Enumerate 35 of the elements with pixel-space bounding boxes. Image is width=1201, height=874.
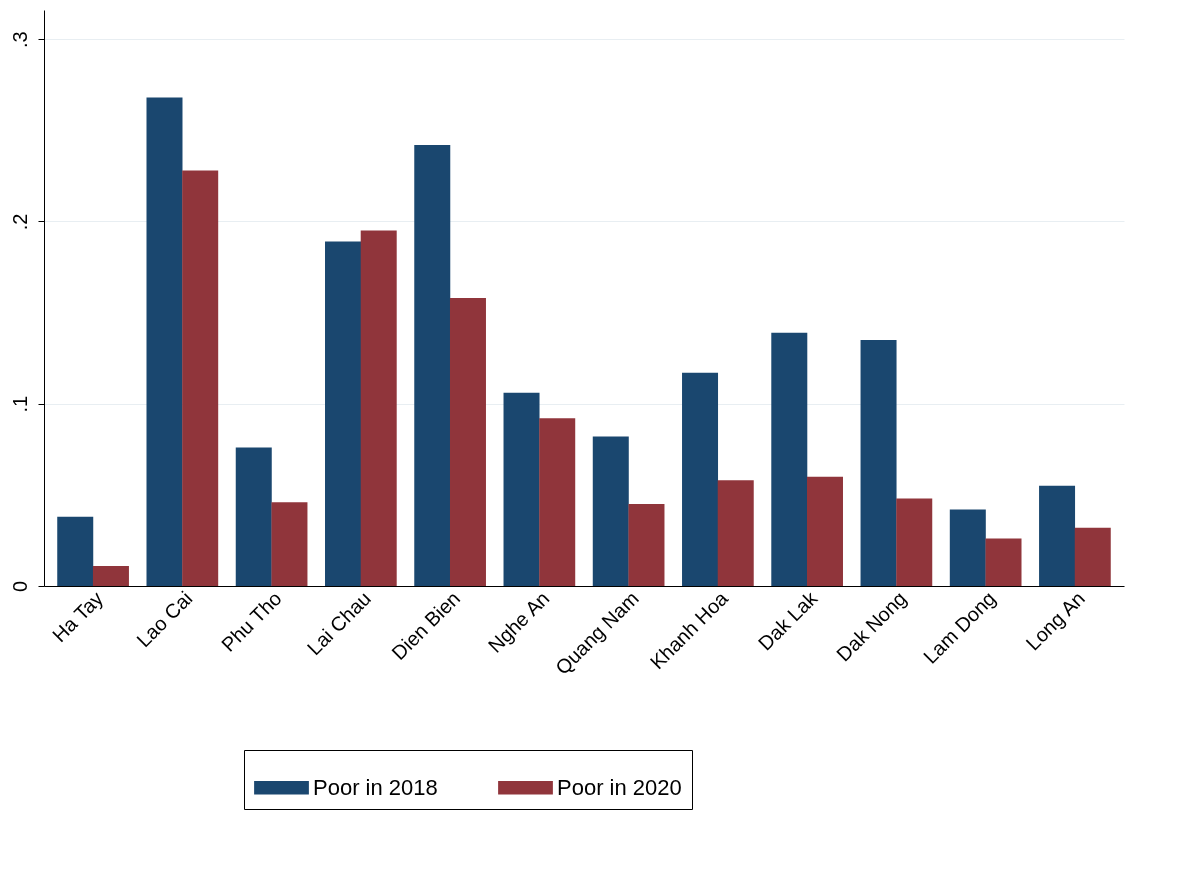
x-tick-label: Dak Lak — [753, 586, 822, 655]
x-tick-label: Dien Bien — [387, 587, 465, 664]
y-tick-label: 0 — [8, 580, 31, 593]
bar — [503, 392, 540, 586]
bar — [628, 503, 665, 586]
legend-label: Poor in 2018 — [313, 774, 438, 800]
bar — [57, 516, 94, 586]
bar — [92, 565, 129, 586]
bar — [360, 230, 397, 586]
y-tick-label: .3 — [8, 31, 31, 49]
bar — [1039, 485, 1076, 586]
bar — [717, 480, 754, 586]
bar — [146, 97, 183, 586]
bar — [771, 332, 808, 586]
x-tick-label: Ha Tay — [47, 587, 108, 647]
y-tick-label: .1 — [8, 395, 31, 413]
bar — [182, 170, 219, 586]
bar — [949, 509, 986, 586]
bar — [896, 498, 933, 586]
legend-label: Poor in 2020 — [557, 774, 682, 800]
bar — [860, 339, 897, 586]
bar — [806, 476, 843, 586]
x-tick-label: Lao Cai — [132, 587, 197, 652]
y-tick-label: .2 — [8, 213, 31, 231]
bar — [539, 418, 576, 586]
x-tick-label: Phu Tho — [216, 587, 286, 656]
bar — [1074, 527, 1111, 586]
bar — [235, 447, 272, 586]
bar — [414, 144, 451, 586]
bar — [682, 372, 719, 586]
bar — [985, 538, 1022, 586]
bar — [271, 502, 308, 586]
bar — [592, 436, 629, 586]
bar — [325, 241, 362, 586]
bar — [449, 298, 486, 586]
